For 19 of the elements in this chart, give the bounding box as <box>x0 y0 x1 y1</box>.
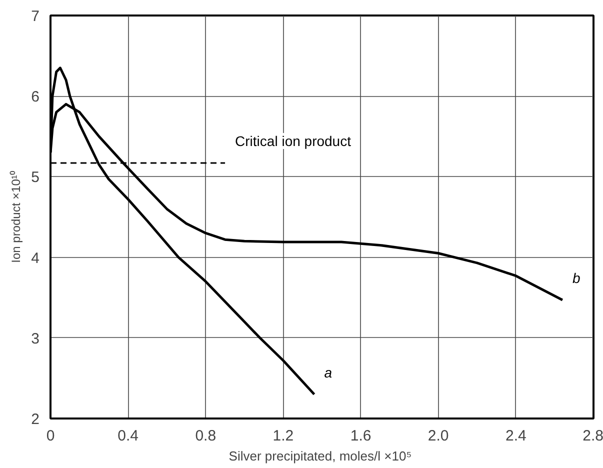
x-tick-label: 2.8 <box>582 428 603 444</box>
x-tick-label: 0.4 <box>118 428 139 444</box>
y-axis-title: Ion product ×10¹⁰ <box>9 171 24 263</box>
y-tick-label: 3 <box>31 330 40 348</box>
y-tick-label: 4 <box>31 250 40 267</box>
y-tick-label: 7 <box>31 8 40 25</box>
x-tick-label: 1.2 <box>272 428 294 444</box>
x-tick-label: 2.0 <box>428 428 449 444</box>
x-tick-label: 1.6 <box>350 428 372 444</box>
x-axis-title: Silver precipitated, moles/l ×10⁵ <box>228 448 412 464</box>
x-tick-label: 0 <box>46 428 55 444</box>
y-tick-label: 2 <box>31 411 40 428</box>
series-label: b <box>572 270 580 286</box>
series-label: a <box>324 364 332 380</box>
y-tick-label: 6 <box>31 88 40 106</box>
y-tick-label: 5 <box>31 169 40 186</box>
series-label: Critical ion product <box>235 133 352 149</box>
x-tick-label: 0.8 <box>195 428 216 444</box>
x-tick-label: 2.4 <box>506 428 526 444</box>
